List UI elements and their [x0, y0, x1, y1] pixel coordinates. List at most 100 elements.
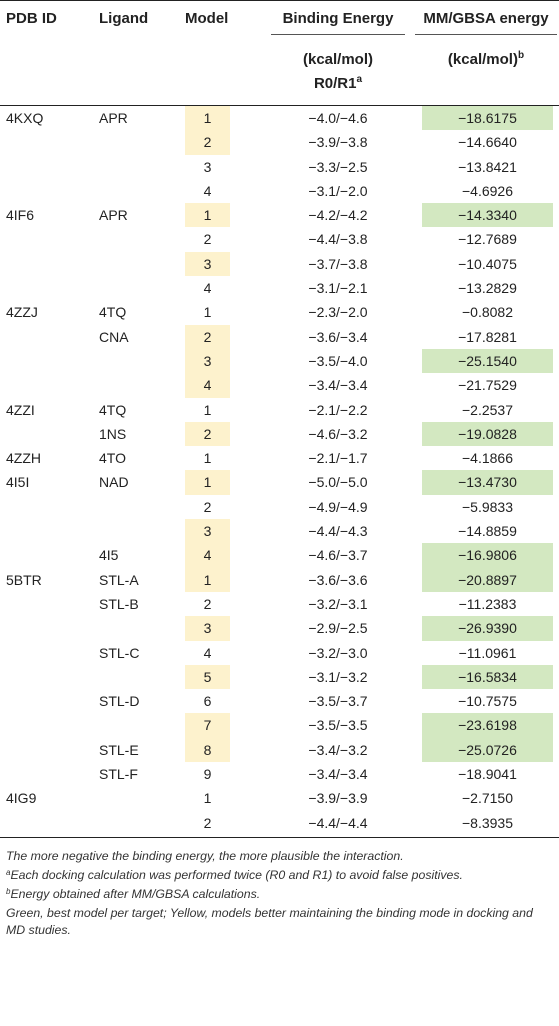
table-row: 4 −3.1/−2.0 −4.6926: [0, 179, 559, 203]
cell-binding-energy: −3.6/−3.6: [308, 571, 368, 588]
cell-pdb-id: 4IG9: [6, 790, 37, 807]
cell-binding-energy: −3.4/−3.4: [308, 377, 368, 394]
table-row: 4 −3.1/−2.1 −13.2829: [0, 276, 559, 300]
cell-mmgbsa: −13.2829: [458, 280, 517, 297]
header-binding-energy-rule: [271, 34, 405, 35]
cell-mmgbsa: −13.4730: [422, 470, 553, 495]
cell-binding-energy: −2.9/−2.5: [308, 620, 368, 637]
cell-model: 3: [185, 348, 230, 374]
table-row: 4 −3.4/−3.4 −21.7529: [0, 373, 559, 398]
cell-model: 1: [185, 203, 230, 228]
cell-pdb-id: 4ZZH: [6, 450, 41, 467]
cell-binding-energy: −3.6/−3.4: [308, 328, 368, 345]
cell-mmgbsa: −16.9806: [422, 543, 553, 568]
cell-mmgbsa: −14.8859: [458, 523, 517, 540]
results-table: PDB ID Ligand Model Binding Energy (kcal…: [0, 0, 559, 838]
table-header: PDB ID Ligand Model Binding Energy (kcal…: [0, 0, 559, 106]
footnote-b-marker: b: [6, 886, 11, 896]
cell-mmgbsa: −20.8897: [422, 567, 553, 592]
cell-mmgbsa: −26.9390: [422, 616, 553, 641]
cell-ligand: NAD: [99, 474, 129, 491]
cell-binding-energy: −3.7/−3.8: [308, 255, 368, 272]
cell-mmgbsa: −17.8281: [458, 328, 517, 345]
header-pdb-id: PDB ID: [6, 10, 57, 27]
cell-mmgbsa: −14.3340: [422, 203, 553, 228]
footnote-a-text: Each docking calculation was performed t…: [10, 867, 463, 882]
table-row: 3 −4.4/−4.3 −14.8859: [0, 519, 559, 544]
cell-pdb-id: 4KXQ: [6, 110, 44, 126]
cell-mmgbsa: −12.7689: [458, 231, 517, 248]
cell-binding-energy: −3.4/−3.4: [308, 766, 368, 783]
cell-ligand: 4TQ: [99, 401, 127, 418]
cell-binding-energy: −3.5/−4.0: [308, 352, 368, 369]
table-row: 4KXQ APR 1 −4.0/−4.6 −18.6175: [0, 106, 559, 131]
cell-ligand: STL-D: [99, 693, 140, 710]
cell-mmgbsa: −0.8082: [462, 304, 513, 321]
cell-mmgbsa: −18.9041: [458, 766, 517, 783]
cell-ligand: STL-E: [99, 741, 139, 758]
header-ligand: Ligand: [99, 10, 149, 27]
cell-mmgbsa: −21.7529: [458, 377, 517, 394]
header-mmgbsa-rule: [415, 34, 557, 35]
header-binding-energy-runs: R0/R1a: [271, 75, 405, 93]
footnote-marker-b: b: [517, 50, 525, 61]
table-row: 2 −4.4/−4.4 −8.3935: [0, 811, 559, 835]
cell-binding-energy: −4.2/−4.2: [308, 207, 368, 224]
cell-binding-energy: −4.4/−4.3: [308, 523, 368, 540]
table-row: 4ZZJ 4TQ 1 −2.3/−2.0 −0.8082: [0, 300, 559, 324]
cell-model: 4: [203, 644, 212, 661]
table-row: 4I5 4 −4.6/−3.7 −16.9806: [0, 543, 559, 568]
cell-binding-energy: −4.9/−4.9: [308, 498, 368, 515]
cell-binding-energy: −4.4/−3.8: [308, 231, 368, 248]
cell-binding-energy: −2.1/−1.7: [308, 450, 368, 467]
cell-mmgbsa: −23.6198: [422, 713, 553, 738]
cell-binding-energy: −3.9/−3.8: [308, 134, 368, 151]
table-row: 4IF6 APR 1 −4.2/−4.2 −14.3340: [0, 203, 559, 228]
cell-mmgbsa: −10.4075: [458, 255, 517, 272]
cell-mmgbsa: −14.6640: [458, 134, 517, 151]
header-binding-energy: Binding Energy: [282, 10, 394, 27]
table-bottom-rule: [0, 836, 559, 838]
cell-model: 1: [185, 106, 230, 131]
table-row: 3 −3.5/−4.0 −25.1540: [0, 348, 559, 374]
table-row: 3 −3.7/−3.8 −10.4075: [0, 251, 559, 277]
cell-binding-energy: −2.3/−2.0: [308, 304, 368, 321]
cell-model: 1: [203, 304, 212, 321]
table-row: 2 −4.4/−3.8 −12.7689: [0, 227, 559, 251]
cell-model: 3: [203, 158, 212, 175]
header-model: Model: [185, 10, 229, 27]
cell-model: 4: [185, 373, 230, 398]
cell-model: 2: [203, 814, 212, 831]
cell-ligand: STL-F: [99, 766, 138, 783]
table-row: 4ZZI 4TQ 1 −2.1/−2.2 −2.2537: [0, 398, 559, 422]
cell-model: 2: [185, 130, 230, 155]
cell-model: 3: [185, 251, 230, 277]
table-row: 4ZZH 4TO 1 −2.1/−1.7 −4.1866: [0, 446, 559, 470]
cell-ligand: 4TO: [99, 450, 126, 467]
cell-ligand: 4I5: [99, 547, 119, 564]
cell-model: 4: [203, 280, 212, 297]
cell-ligand: CNA: [99, 328, 129, 345]
footnote-legend: Green, best model per target; Yellow, mo…: [6, 905, 533, 937]
cell-pdb-id: 4I5I: [6, 474, 30, 491]
table-row: CNA 2 −3.6/−3.4 −17.8281: [0, 324, 559, 349]
footnote-general: The more negative the binding energy, th…: [6, 848, 404, 863]
cell-model: 2: [203, 595, 212, 612]
cell-pdb-id: 5BTR: [6, 571, 42, 588]
cell-ligand: APR: [99, 207, 128, 224]
table-row: STL-F 9 −3.4/−3.4 −18.9041: [0, 762, 559, 786]
header-mmgbsa: MM/GBSA energy: [423, 10, 549, 27]
cell-model: 3: [185, 519, 230, 544]
cell-binding-energy: −3.3/−2.5: [308, 158, 368, 175]
cell-binding-energy: −3.1/−3.2: [308, 668, 368, 685]
cell-ligand: STL-B: [99, 595, 139, 612]
cell-mmgbsa: −4.1866: [462, 450, 513, 467]
cell-mmgbsa: −18.6175: [422, 106, 553, 131]
cell-mmgbsa: −2.2537: [462, 401, 513, 418]
header-mmgbsa-unit-wrap: (kcal/mol)b: [415, 50, 557, 69]
cell-model: 2: [185, 421, 230, 447]
cell-mmgbsa: −4.6926: [462, 182, 513, 199]
cell-ligand: APR: [99, 110, 128, 126]
cell-mmgbsa: −25.1540: [422, 348, 553, 374]
cell-model: 4: [203, 182, 212, 199]
